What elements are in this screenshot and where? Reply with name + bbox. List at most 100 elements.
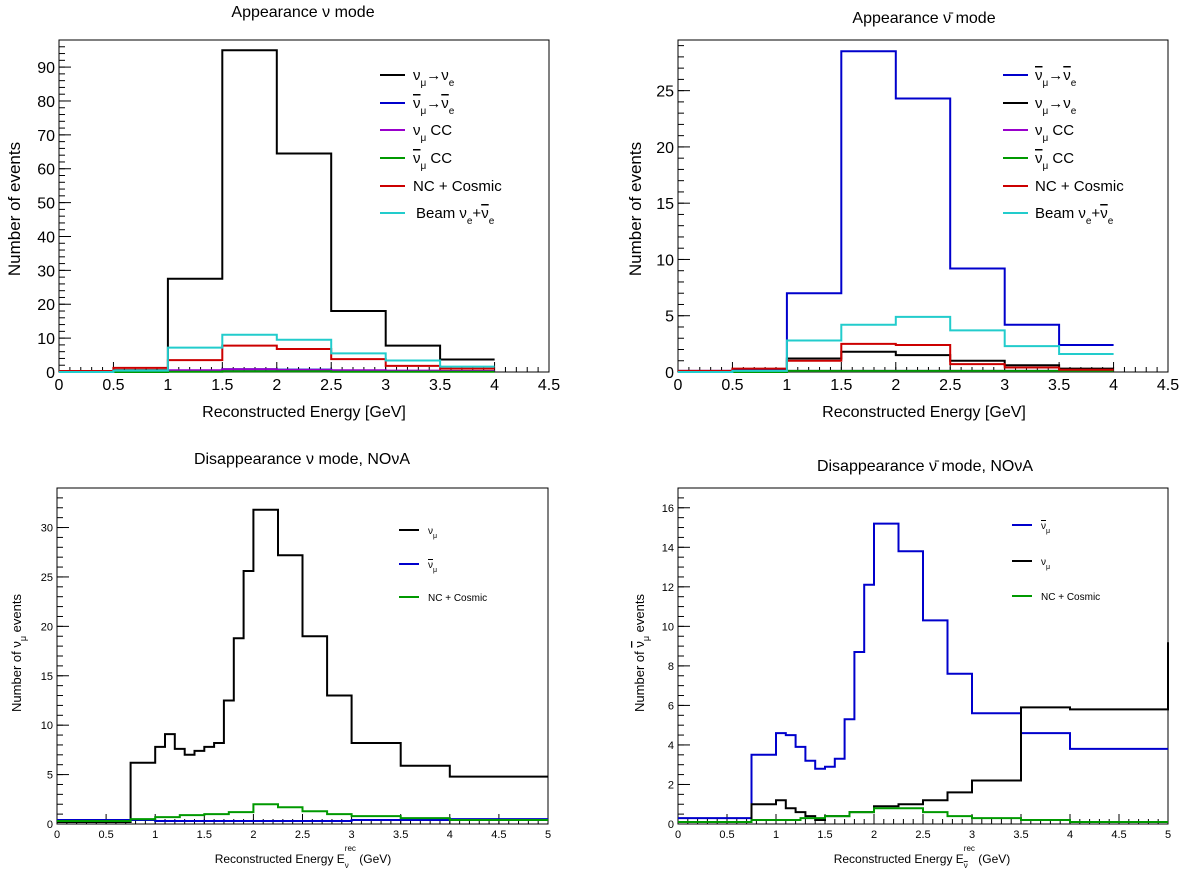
- x-tick-label: 3.5: [429, 377, 451, 394]
- x-axis-label: Reconstructed Energy [GeV]: [822, 404, 1026, 421]
- x-tick-label: 2.5: [915, 829, 930, 841]
- legend-label: νμ→νe: [413, 67, 455, 89]
- x-tick-label: 5: [545, 829, 551, 841]
- series-line: [57, 508, 548, 823]
- panel-disappearance-nubar: Disappearance ν̄ mode, NOνA Number of νμ…: [632, 458, 1171, 870]
- y-tick-label: 70: [37, 128, 55, 145]
- x-tick-label: 4: [490, 377, 499, 394]
- panel-disappearance-nu: Disappearance ν mode, NOνA Number of νμ …: [9, 451, 551, 870]
- legend-label: NC + Cosmic: [1041, 592, 1100, 603]
- y-tick-label: 6: [668, 700, 674, 712]
- y-tick-label: 25: [41, 572, 53, 584]
- y-tick-label: 15: [41, 671, 53, 683]
- x-tick-label: 3: [349, 829, 355, 841]
- x-tick-label: 3: [381, 377, 390, 394]
- y-tick-label: 40: [37, 229, 55, 246]
- x-tick-label: 3.5: [1013, 829, 1028, 841]
- legend-label: Beam νe+νe: [416, 205, 495, 227]
- legend-label: νμ→νe: [1035, 95, 1077, 117]
- x-tick-label: 3: [969, 829, 975, 841]
- x-tick-label: 4: [447, 829, 453, 841]
- legend-label: νμ CC: [1035, 150, 1074, 172]
- y-tick-label: 8: [668, 661, 674, 673]
- series-line: [57, 803, 548, 822]
- x-tick-label: 0: [55, 377, 64, 394]
- y-tick-label: 12: [662, 582, 674, 594]
- legend-label: νμ: [1041, 521, 1050, 535]
- x-tick-label: 3: [1000, 377, 1009, 394]
- x-tick-label: 4.5: [538, 377, 560, 394]
- y-tick-label: 30: [37, 263, 55, 280]
- x-tick-label: 0: [675, 829, 681, 841]
- series-line: [678, 522, 1168, 820]
- series-line: [59, 333, 495, 373]
- x-tick-label: 0.5: [98, 829, 113, 841]
- x-tick-label: 2: [272, 377, 281, 394]
- y-tick-label: 0: [46, 365, 55, 382]
- y-tick-label: 25: [656, 84, 674, 101]
- x-tick-label: 0.5: [719, 829, 734, 841]
- y-tick-label: 16: [662, 503, 674, 515]
- x-tick-label: 2: [250, 829, 256, 841]
- x-tick-label: 0.5: [721, 377, 743, 394]
- y-tick-label: 10: [41, 720, 53, 732]
- legend-label: νμ CC: [413, 122, 452, 144]
- chart-title: Disappearance ν mode, NOνA: [194, 451, 410, 468]
- series-line: [678, 315, 1114, 373]
- y-tick-label: 60: [37, 162, 55, 179]
- y-axis-label: Number of events: [626, 142, 645, 276]
- chart-title: Appearance ν mode: [231, 4, 374, 21]
- x-tick-label: 5: [1165, 829, 1171, 841]
- legend-label: νμ CC: [1035, 122, 1074, 144]
- legend-label: νμ: [428, 526, 437, 540]
- y-tick-label: 0: [47, 819, 53, 831]
- y-axis-label: Number of events: [5, 142, 24, 276]
- y-tick-label: 5: [665, 309, 674, 326]
- legend: νμ→νe νμ→νe νμ CC νμ CC NC + Cosmic Beam…: [380, 67, 502, 227]
- legend: νμ νμ NC + Cosmic: [399, 526, 487, 604]
- x-tick-label: 0: [54, 829, 60, 841]
- legend-label: νμ→νe: [1035, 67, 1077, 89]
- series-line: [678, 369, 1114, 373]
- x-tick-label: 2: [871, 829, 877, 841]
- y-tick-label: 0: [668, 819, 674, 831]
- x-tick-label: 1.5: [211, 377, 233, 394]
- y-tick-label: 10: [656, 252, 674, 269]
- legend-label: NC + Cosmic: [1035, 178, 1124, 195]
- chart-title: Appearance ν̄ mode: [852, 10, 995, 27]
- tick-group: 0 0.5 1 1.5 2 2.5 3 3.5 4 4.5 5 0 2 4 6 8 10 12 14 16: [662, 487, 1171, 841]
- x-axis-label: Reconstructed Energy Eνrec (GeV): [834, 844, 1011, 870]
- series-line: [678, 50, 1114, 372]
- y-tick-label: 80: [37, 94, 55, 111]
- y-tick-label: 90: [37, 60, 55, 77]
- series-group: [678, 522, 1169, 823]
- legend-label: NC + Cosmic: [413, 178, 502, 195]
- x-tick-label: 4.5: [1157, 377, 1179, 394]
- legend-label: NC + Cosmic: [428, 593, 487, 604]
- y-tick-label: 15: [656, 196, 674, 213]
- x-tick-label: 2.5: [939, 377, 961, 394]
- x-tick-label: 4: [1109, 377, 1118, 394]
- series-group: [59, 49, 495, 373]
- chart-title: Disappearance ν̄ mode, NOνA: [817, 458, 1033, 475]
- x-tick-label: 3.5: [1048, 377, 1070, 394]
- panel-appearance-nubar: Appearance ν̄ mode Number of events Reco…: [626, 10, 1179, 421]
- y-axis-label: Number of νμ events: [632, 594, 651, 712]
- x-tick-label: 4.5: [491, 829, 506, 841]
- x-tick-label: 1: [773, 829, 779, 841]
- legend: νμ→νe νμ→νe νμ CC νμ CC NC + Cosmic Beam…: [1003, 67, 1124, 227]
- y-tick-label: 50: [37, 196, 55, 213]
- tick-group: 0 0.5 1 1.5 2 2.5 3 3.5 4 4.5 5 0 5 10 15 20 25 30: [41, 487, 551, 841]
- y-tick-label: 2: [668, 779, 674, 791]
- x-tick-label: 4.5: [1111, 829, 1126, 841]
- y-tick-label: 10: [37, 331, 55, 348]
- y-tick-label: 20: [41, 621, 53, 633]
- x-tick-label: 1: [152, 829, 158, 841]
- legend-label: νμ: [1041, 557, 1050, 571]
- x-tick-label: 0.5: [102, 377, 124, 394]
- legend-label: Beam νe+νe: [1035, 205, 1114, 227]
- y-tick-label: 0: [665, 365, 674, 382]
- tick-group: 0 0.5 1 1.5 2 2.5 3 3.5 4 4.5 0 10 20 30 40 50 60 70 80 90: [37, 39, 560, 394]
- series-group: [57, 508, 548, 823]
